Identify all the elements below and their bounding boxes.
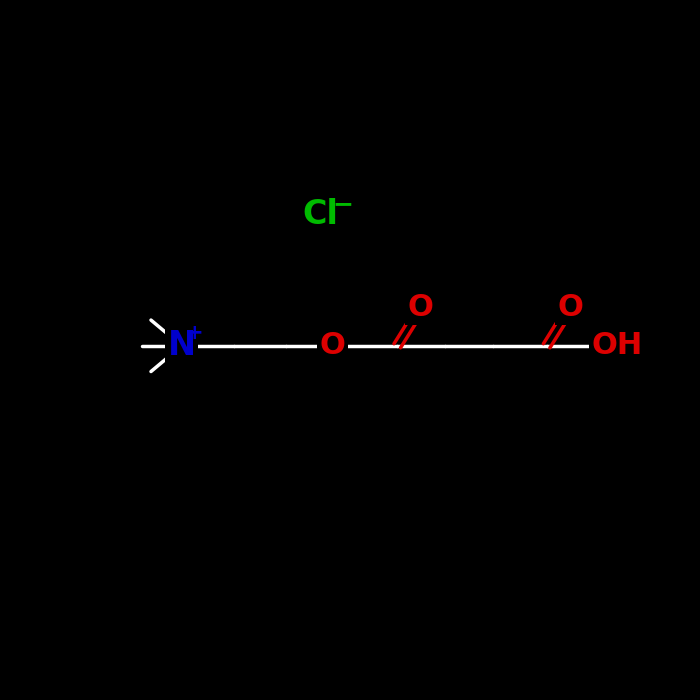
Text: N: N [167, 329, 196, 363]
Text: Cl: Cl [302, 198, 338, 232]
Text: +: + [186, 323, 204, 344]
Text: O: O [557, 293, 583, 323]
Text: O: O [320, 331, 346, 360]
Text: OH: OH [592, 331, 643, 360]
Text: −: − [333, 192, 354, 216]
Text: O: O [408, 293, 434, 323]
